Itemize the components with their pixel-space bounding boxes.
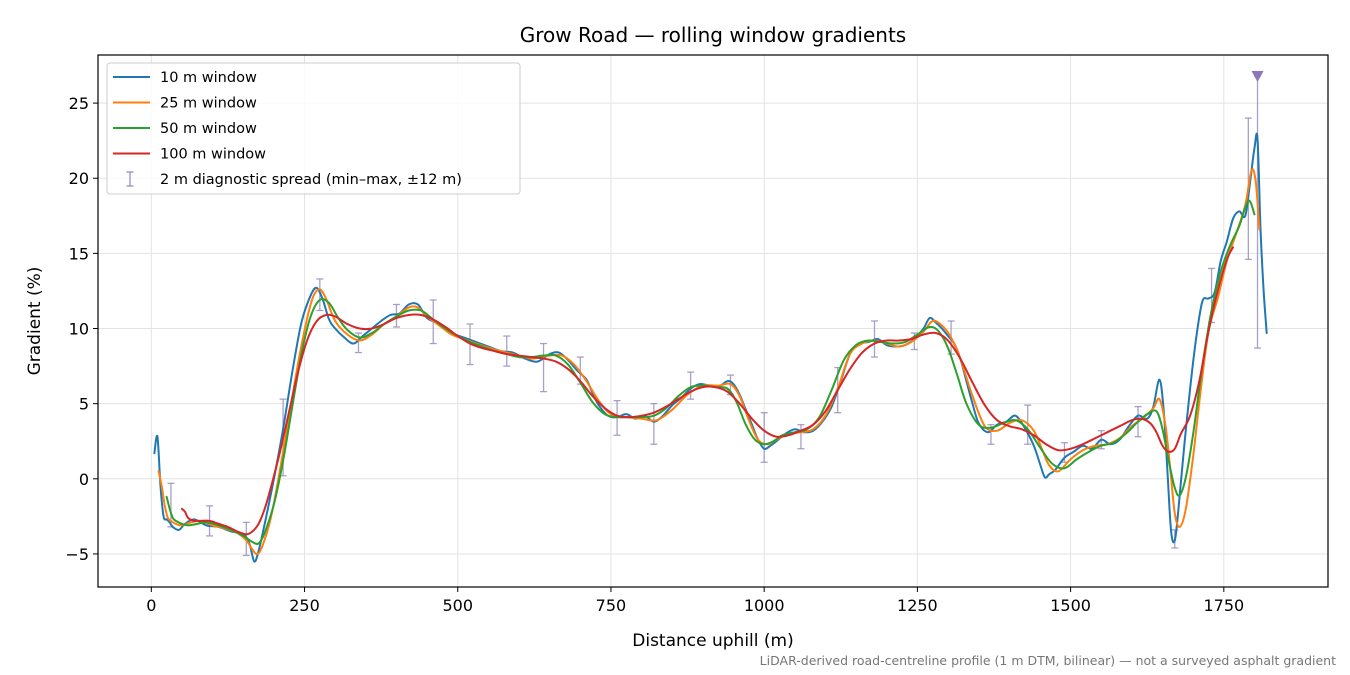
axis-ticks: 0 250 500 750 1000 1250 1500 1750 −5 0 5 10 15 20 25	[65, 94, 1244, 615]
errorbar	[797, 424, 805, 450]
plot-frame	[97, 54, 1329, 588]
x-tick-label: 1500	[1050, 596, 1091, 615]
footnote: LiDAR-derived road-centreline profile (1…	[760, 653, 1336, 668]
legend-label: 25 m window	[160, 96, 257, 112]
y-tick-label: 0	[79, 470, 89, 489]
y-tick-label: 25	[69, 94, 89, 113]
x-tick-label: 750	[596, 596, 627, 615]
x-tick-label: 1250	[897, 596, 938, 615]
legend-box	[106, 62, 521, 195]
legend-entries: 10 m window 25 m window 50 m window 100 m w…	[113, 70, 462, 188]
x-axis-label: Distance uphill (m)	[632, 631, 793, 651]
x-tick-label: 500	[442, 596, 473, 615]
y-tick-label: 15	[69, 244, 89, 263]
series-lines	[153, 132, 1268, 563]
errorbar	[760, 412, 768, 463]
series-line	[180, 246, 1235, 536]
overflow-marker	[1251, 71, 1264, 83]
legend-label: 10 m window	[160, 70, 257, 86]
legend-label: 100 m window	[160, 147, 266, 163]
legend-entry: 25 m window	[113, 96, 257, 112]
legend-label: 50 m window	[160, 121, 257, 137]
y-tick-label: 10	[69, 320, 89, 339]
x-tick-label: 1750	[1203, 596, 1244, 615]
y-tick-label: 20	[69, 169, 89, 188]
y-axis-label: Gradient (%)	[25, 267, 45, 376]
chart-title: Grow Road — rolling window gradients	[520, 23, 906, 47]
overflow-markers	[1251, 71, 1264, 83]
legend-entry: 2 m diagnostic spread (min–max, ±12 m)	[126, 171, 462, 188]
legend-swatch	[126, 171, 134, 187]
y-tick-label: −5	[65, 545, 89, 564]
legend: 10 m window 25 m window 50 m window 100 m w…	[106, 62, 521, 195]
errorbar	[650, 403, 658, 445]
errorbar	[687, 371, 695, 400]
x-tick-label: 250	[289, 596, 320, 615]
legend-entry: 10 m window	[113, 70, 257, 86]
legend-label: 2 m diagnostic spread (min–max, ±12 m)	[160, 172, 462, 188]
x-tick-label: 1000	[744, 596, 785, 615]
legend-entry: 100 m window	[113, 147, 266, 163]
legend-entry: 50 m window	[113, 121, 257, 137]
x-tick-label: 0	[146, 596, 156, 615]
y-tick-label: 5	[79, 395, 89, 414]
errorbar	[540, 342, 548, 393]
